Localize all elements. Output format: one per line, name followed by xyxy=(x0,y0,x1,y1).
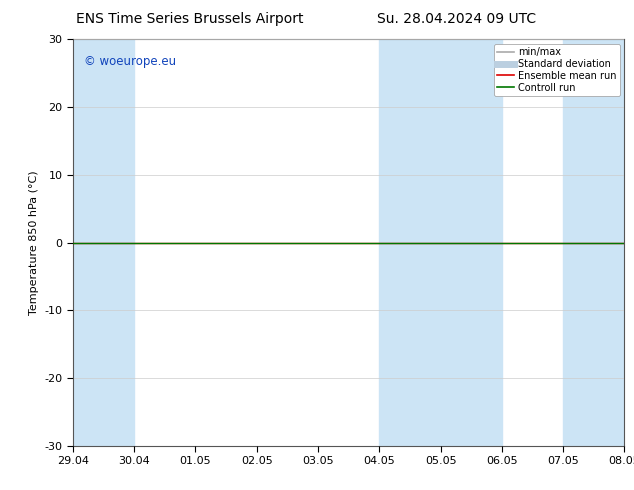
Y-axis label: Temperature 850 hPa (°C): Temperature 850 hPa (°C) xyxy=(29,170,39,315)
Text: ENS Time Series Brussels Airport: ENS Time Series Brussels Airport xyxy=(77,12,304,26)
Text: Su. 28.04.2024 09 UTC: Su. 28.04.2024 09 UTC xyxy=(377,12,536,26)
Bar xyxy=(379,39,502,446)
Bar xyxy=(563,39,634,446)
Text: © woeurope.eu: © woeurope.eu xyxy=(84,55,176,69)
Legend: min/max, Standard deviation, Ensemble mean run, Controll run: min/max, Standard deviation, Ensemble me… xyxy=(494,44,619,96)
Bar xyxy=(73,39,134,446)
